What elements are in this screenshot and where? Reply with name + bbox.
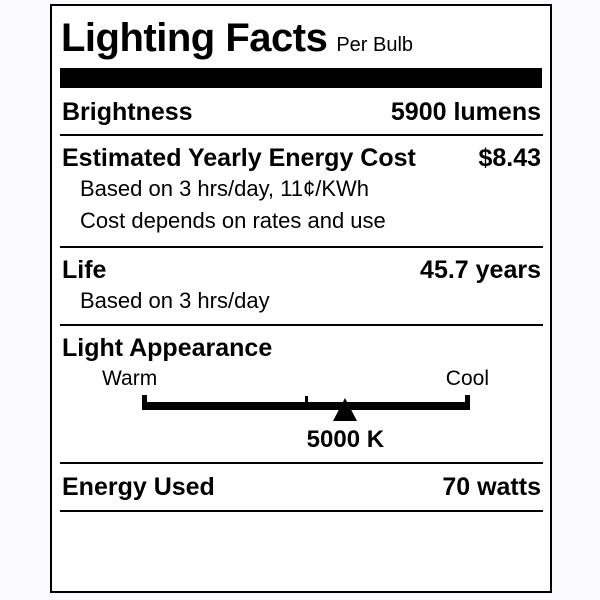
- energy-used-row: Energy Used 70 watts: [60, 472, 543, 502]
- life-note-usage: Based on 3 hrs/day: [80, 288, 270, 313]
- life-label: Life: [62, 256, 107, 284]
- energy-cost-label: Estimated Yearly Energy Cost: [62, 144, 416, 172]
- label-subtitle: Per Bulb: [336, 34, 414, 56]
- label-header: Lighting Facts Per Bulb: [61, 14, 542, 62]
- brightness-value: 5900 lumens: [390, 98, 541, 126]
- header-separator-bar: [60, 68, 542, 88]
- energy-cost-note-usage: Based on 3 hrs/day, 11¢/KWh: [80, 176, 370, 201]
- kelvin-row: 5000 K: [142, 424, 470, 456]
- life-row: Life 45.7 years: [60, 255, 543, 285]
- light-appearance-section: Light Appearance Warm Cool 5000 K: [60, 326, 543, 464]
- light-appearance-label: Light Appearance: [62, 334, 273, 362]
- label-title: Lighting Facts: [61, 16, 328, 60]
- color-temperature-pointer-icon: [333, 398, 358, 421]
- light-appearance-row: Light Appearance: [60, 333, 543, 363]
- brightness-row: Brightness 5900 lumens: [60, 97, 543, 127]
- warm-cool-labels: Warm Cool: [60, 363, 543, 394]
- energy-used-section: Energy Used 70 watts: [60, 464, 543, 512]
- energy-used-label: Energy Used: [62, 473, 215, 501]
- brightness-label: Brightness: [62, 98, 193, 126]
- life-value: 45.7 years: [420, 256, 541, 284]
- scale-tick-middle: [305, 396, 308, 404]
- warm-label: Warm: [102, 367, 158, 390]
- scale-tick-right: [465, 395, 470, 410]
- lighting-facts-label: Lighting Facts Per Bulb Brightness 5900 …: [50, 4, 552, 593]
- brightness-section: Brightness 5900 lumens: [60, 88, 543, 136]
- life-section: Life 45.7 years Based on 3 hrs/day: [60, 248, 543, 326]
- scale-tick-left: [142, 395, 147, 410]
- color-temperature-scale: [142, 394, 470, 424]
- energy-cost-value: $8.43: [478, 144, 541, 172]
- cool-label: Cool: [445, 367, 489, 390]
- energy-cost-section: Estimated Yearly Energy Cost $8.43 Based…: [60, 136, 543, 248]
- kelvin-value: 5000 K: [306, 426, 385, 453]
- energy-used-value: 70 watts: [442, 473, 541, 501]
- scale-line: [142, 402, 470, 410]
- energy-cost-row: Estimated Yearly Energy Cost $8.43: [60, 143, 543, 173]
- energy-cost-note-rates: Cost depends on rates and use: [80, 208, 386, 233]
